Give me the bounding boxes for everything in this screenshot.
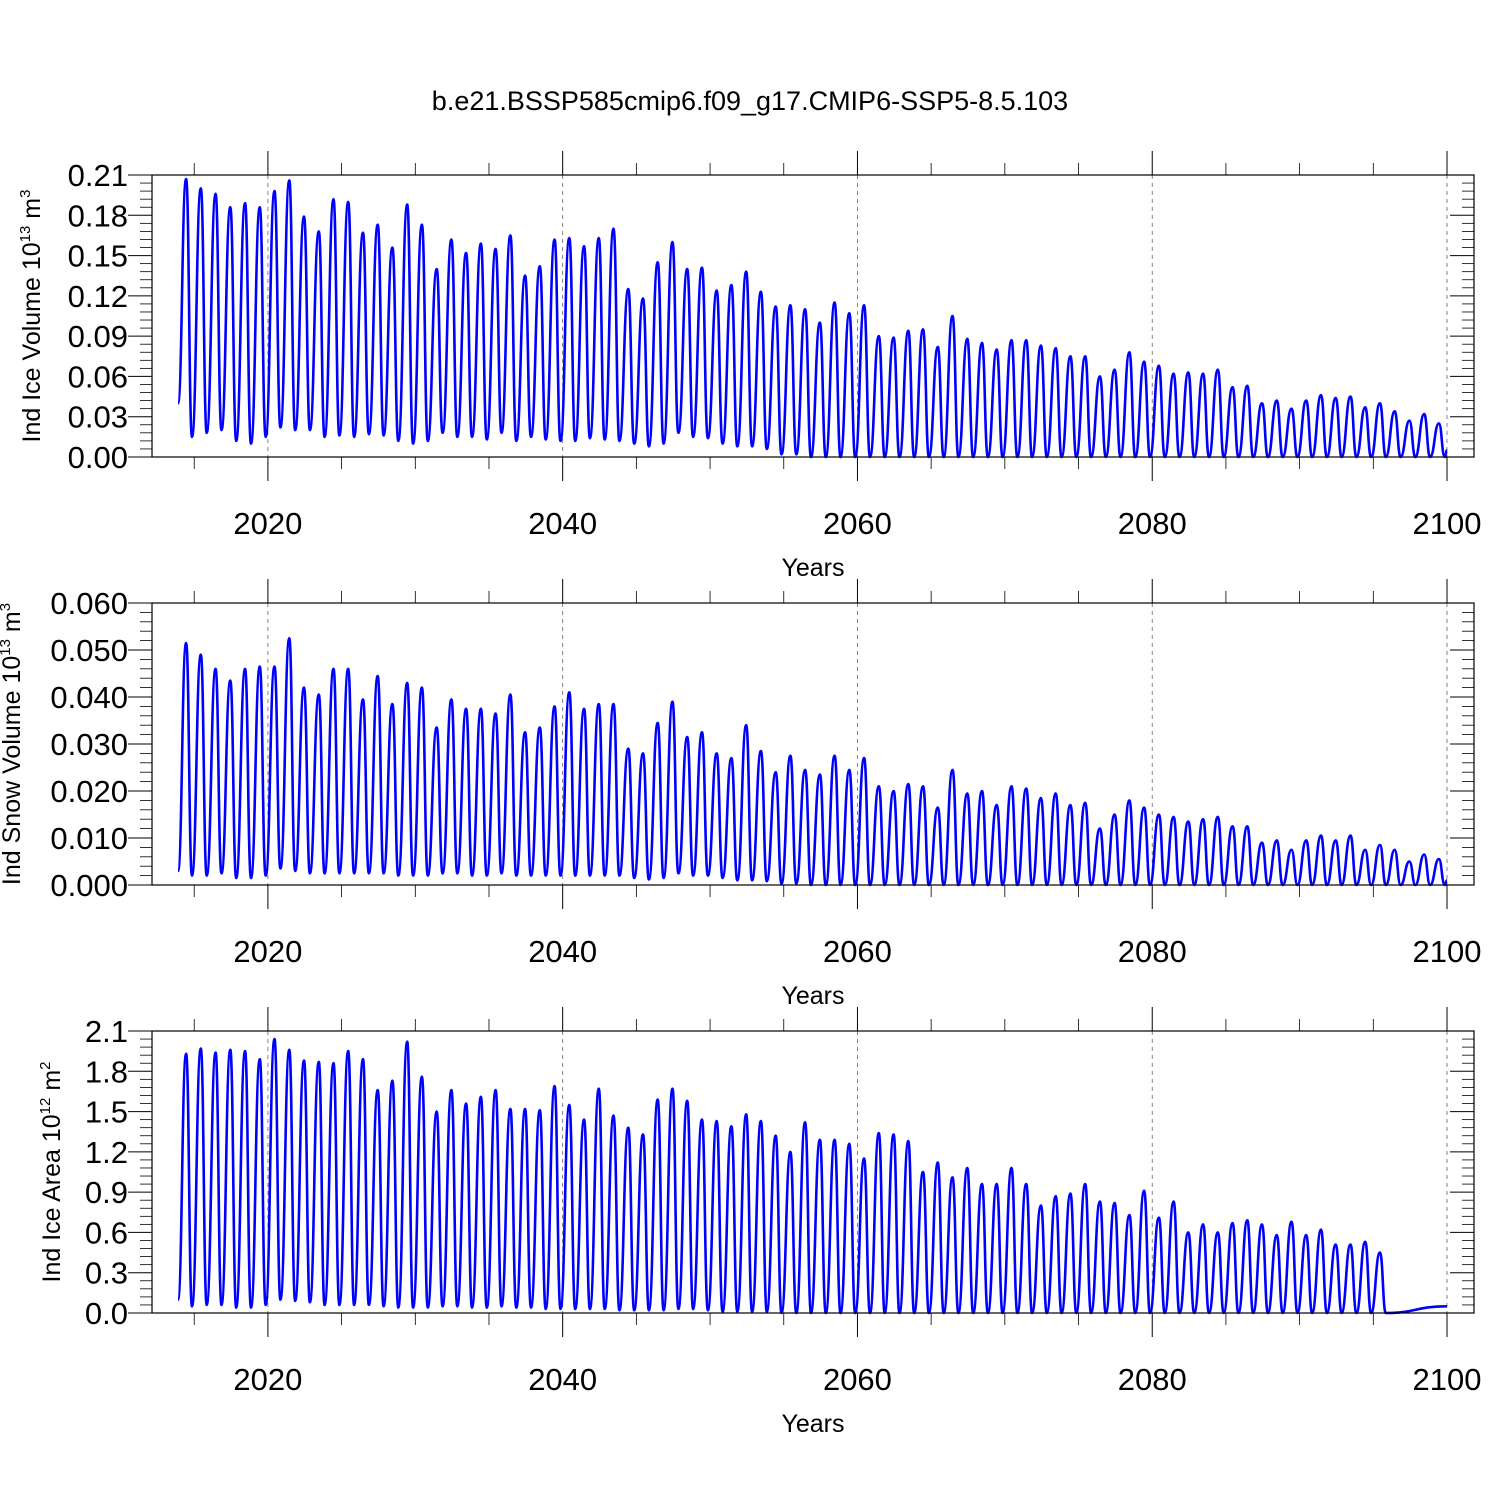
y-tick-label: 2.1 <box>85 1014 128 1049</box>
x-tick-label: 2080 <box>1118 934 1187 969</box>
x-tick-label: 2020 <box>233 506 302 541</box>
y-axis-label: Ind Ice Area 1012 m2 <box>37 1062 66 1283</box>
y-tick-label: 0.000 <box>50 868 128 903</box>
y-tick-label: 0.15 <box>68 239 128 274</box>
series-line <box>176 1037 1448 1315</box>
y-tick-label: 0.00 <box>68 440 128 475</box>
y-tick-label: 0.12 <box>68 279 128 314</box>
y-tick-label: 1.8 <box>85 1054 128 1089</box>
y-tick-label: 0.18 <box>68 198 128 233</box>
figure-title: b.e21.BSSP585cmip6.f09_g17.CMIP6-SSP5-8.… <box>432 86 1068 116</box>
y-tick-label: 0.3 <box>85 1256 128 1291</box>
y-axis-label: Ind Ice Volume 1013 m3 <box>17 190 46 443</box>
y-tick-label: 0.06 <box>68 359 128 394</box>
x-tick-label: 2040 <box>528 934 597 969</box>
x-tick-label: 2080 <box>1118 1362 1187 1397</box>
x-tick-label: 2060 <box>823 934 892 969</box>
y-tick-label: 0.030 <box>50 727 128 762</box>
x-tick-label: 2020 <box>233 1362 302 1397</box>
ice-area-panel: 0.0 0.3 0.6 0.9 1.2 1.5 1.8 2.1 2020 2040 2060 2080… <box>37 1007 1481 1438</box>
y-tick-label: 0.21 <box>68 158 128 193</box>
x-tick-label: 2100 <box>1413 934 1482 969</box>
series-line <box>176 177 1449 459</box>
y-tick-label: 0.040 <box>50 680 128 715</box>
snow-volume-panel: 0.000 0.010 0.020 0.030 0.040 0.050 0.060 2020 2… <box>0 579 1481 1010</box>
x-tick-label: 2060 <box>823 506 892 541</box>
y-tick-label: 0.050 <box>50 633 128 668</box>
x-tick-label: 2040 <box>528 506 597 541</box>
y-tick-label: 0.6 <box>85 1215 128 1250</box>
y-tick-label: 1.2 <box>85 1135 128 1170</box>
y-tick-label: 0.0 <box>85 1296 128 1331</box>
x-tick-label: 2080 <box>1118 506 1187 541</box>
plot-frame <box>151 174 1475 458</box>
x-axis-label: Years <box>781 554 844 582</box>
x-tick-label: 2100 <box>1413 1362 1482 1397</box>
y-tick-label: 0.9 <box>85 1175 128 1210</box>
x-axis-label: Years <box>781 1410 844 1438</box>
ice-volume-panel: 0.00 0.03 0.06 0.09 0.12 0.15 0.18 0.21 2020 2040… <box>17 151 1481 582</box>
y-tick-label: 0.060 <box>50 586 128 621</box>
y-axis-label: Ind Snow Volume 1013 m3 <box>0 603 26 885</box>
x-tick-label: 2040 <box>528 1362 597 1397</box>
series-line <box>176 637 1448 887</box>
y-tick-label: 0.020 <box>50 774 128 809</box>
plot-frame <box>151 1030 1475 1314</box>
y-tick-label: 0.03 <box>68 400 128 435</box>
x-tick-label: 2020 <box>233 934 302 969</box>
y-tick-label: 0.010 <box>50 821 128 856</box>
y-tick-label: 1.5 <box>85 1095 128 1130</box>
x-axis-label: Years <box>781 982 844 1010</box>
x-tick-label: 2060 <box>823 1362 892 1397</box>
x-tick-label: 2100 <box>1413 506 1482 541</box>
y-tick-label: 0.09 <box>68 319 128 354</box>
